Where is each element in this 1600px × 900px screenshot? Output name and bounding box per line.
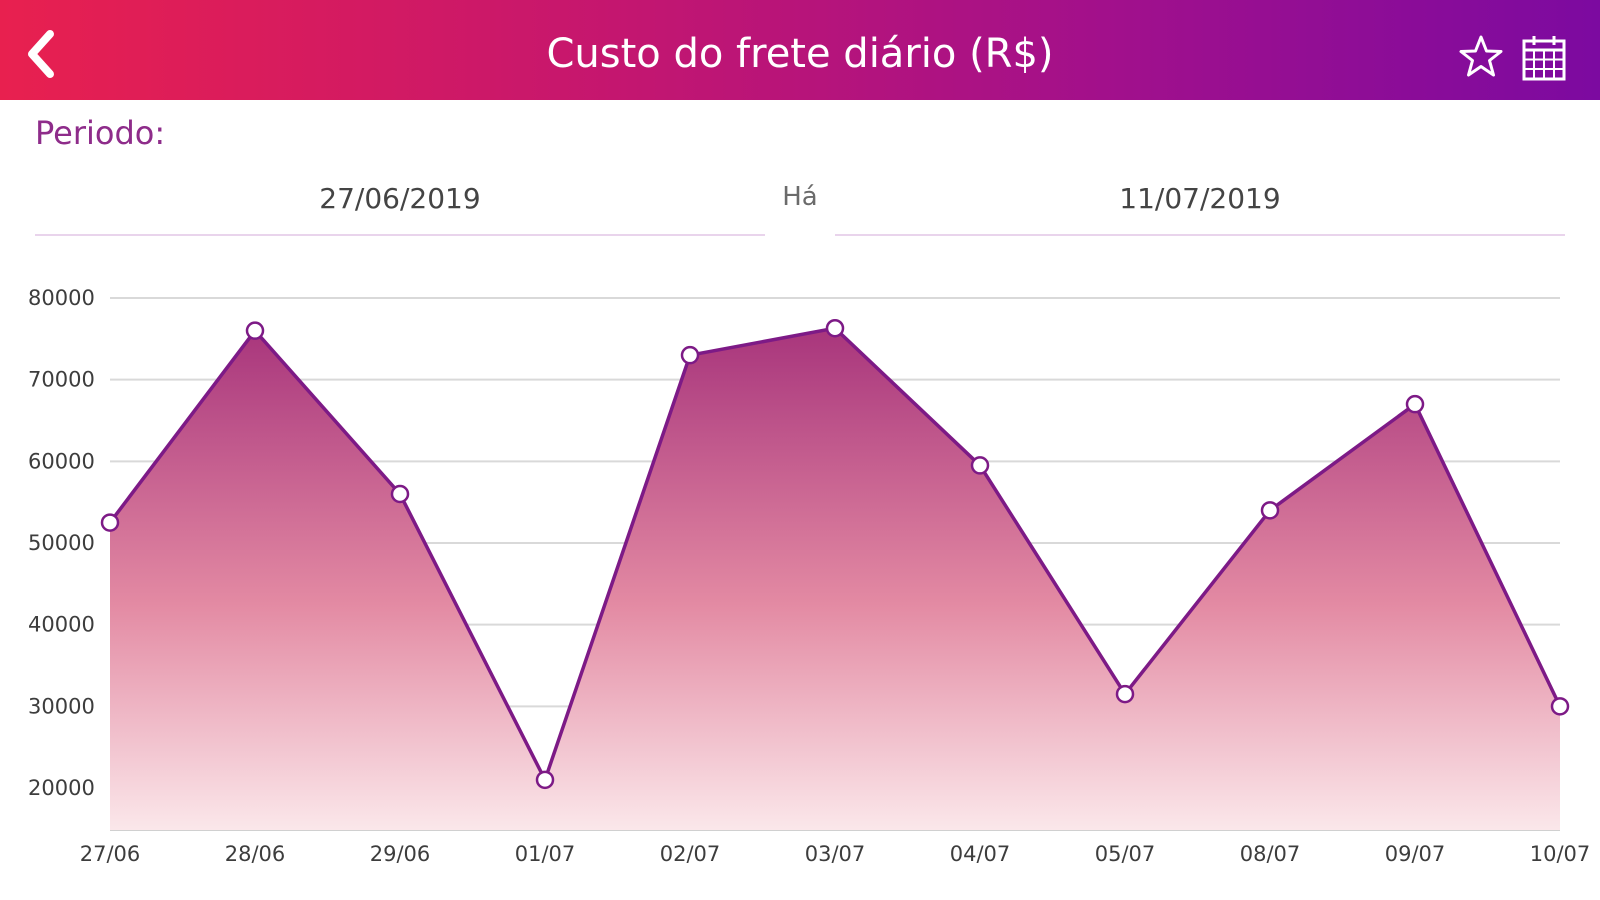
y-tick-label: 40000 <box>28 613 95 637</box>
data-point[interactable] <box>825 318 845 338</box>
data-point[interactable] <box>1115 684 1135 704</box>
page-title: Custo do frete diário (R$) <box>546 31 1054 77</box>
y-tick-label: 60000 <box>28 449 95 473</box>
data-point[interactable] <box>1550 697 1570 716</box>
data-point[interactable] <box>1260 501 1280 520</box>
calendar-button[interactable] <box>1520 34 1568 82</box>
y-tick-label: 80000 <box>28 286 95 310</box>
y-tick-label: 30000 <box>28 694 95 718</box>
data-point[interactable] <box>245 321 265 340</box>
x-tick-label: 01/07 <box>515 842 576 866</box>
x-tick-label: 08/07 <box>1240 842 1301 866</box>
x-tick-label: 27/06 <box>80 842 141 866</box>
x-tick-label: 02/07 <box>660 842 721 866</box>
data-point[interactable] <box>680 345 700 365</box>
chevron-left-icon <box>28 30 54 78</box>
freight-cost-chart: 20000 30000 40000 50000 60000 70000 80000 27/0… <box>28 286 1591 866</box>
data-point[interactable] <box>390 484 410 504</box>
start-date-field[interactable]: 27/06/2019 <box>35 170 765 236</box>
x-tick-label: 03/07 <box>805 842 866 866</box>
x-tick-label: 09/07 <box>1385 842 1446 866</box>
data-point[interactable] <box>970 456 990 475</box>
x-tick-label: 04/07 <box>950 842 1011 866</box>
calendar-icon <box>1522 36 1566 81</box>
data-point[interactable] <box>535 770 555 790</box>
app-header: Custo do frete diário (R$) <box>0 0 1600 100</box>
y-tick-label: 50000 <box>28 531 95 555</box>
end-date-field[interactable]: 11/07/2019 <box>835 170 1565 236</box>
date-separator: Há <box>782 182 818 212</box>
back-button[interactable] <box>14 24 70 80</box>
x-tick-label: 29/06 <box>370 842 431 866</box>
data-point[interactable] <box>1405 394 1425 414</box>
period-label: Periodo: <box>35 114 166 152</box>
data-point[interactable] <box>100 513 120 532</box>
favorite-button[interactable] <box>1458 34 1504 80</box>
y-tick-label: 20000 <box>28 776 95 800</box>
area-fill <box>110 328 1560 830</box>
x-tick-label: 28/06 <box>225 842 286 866</box>
x-tick-label: 10/07 <box>1530 842 1591 866</box>
y-tick-label: 70000 <box>28 368 95 392</box>
star-icon <box>1459 35 1503 77</box>
x-tick-label: 05/07 <box>1095 842 1156 866</box>
